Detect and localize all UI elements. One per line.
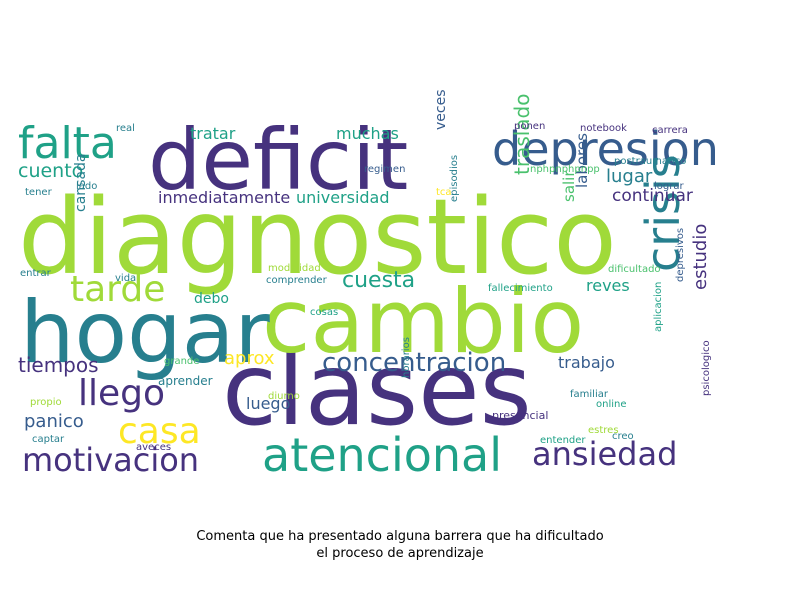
- word-fallecimiento: fallecimiento: [488, 283, 553, 294]
- word-ponen: ponen: [514, 121, 546, 132]
- word-aprox: aprox: [224, 348, 275, 369]
- word-dificultado: dificultado: [608, 264, 661, 275]
- word-veces: veces: [433, 89, 449, 130]
- word-depresion: depresion: [492, 122, 719, 176]
- word-entender: entender: [540, 435, 586, 446]
- word-motivacion: motivacion: [22, 441, 200, 479]
- word-comprender: comprender: [266, 275, 327, 286]
- word-tratar: tratar: [190, 124, 236, 143]
- word-propio: propio: [30, 397, 62, 408]
- word-creo: creo: [612, 431, 634, 442]
- word-modalidad: modalidad: [268, 263, 321, 274]
- word-clases: clases: [222, 331, 532, 448]
- word-ansiedad: ansiedad: [532, 435, 678, 473]
- word-episodios: episodios: [449, 154, 460, 202]
- word-real: real: [116, 123, 135, 134]
- word-cambio: cambio: [262, 270, 585, 373]
- word-tener: tener: [25, 187, 52, 198]
- word-falta: falta: [18, 118, 117, 169]
- word-reves: reves: [586, 276, 630, 295]
- word-carrera: carrera: [652, 125, 688, 136]
- word-lugar: lugar: [606, 166, 653, 187]
- word-continuar: continuar: [612, 186, 693, 206]
- caption-line-2: el proceso de aprendizaje: [316, 546, 484, 561]
- word-atencional: atencional: [262, 428, 503, 482]
- word-salir: salir: [560, 170, 578, 202]
- word-tiempos: tiempos: [18, 353, 99, 377]
- word-luego: luego: [246, 394, 291, 413]
- word-diagnostico: diagnostico: [18, 176, 617, 298]
- word-llego: llego: [78, 373, 166, 414]
- word-estres: estres: [588, 425, 619, 436]
- word-trabajo: trabajo: [558, 353, 615, 372]
- word-online: online: [596, 399, 627, 410]
- word-vida: vida: [115, 273, 137, 284]
- word-familiar: familiar: [570, 389, 608, 400]
- word-aprender: aprender: [158, 374, 213, 388]
- word-hogar: hogar: [20, 283, 270, 383]
- word-entrar: entrar: [20, 268, 51, 279]
- word-tca: tca: [436, 187, 452, 198]
- word-casa: casa: [118, 411, 201, 452]
- caption-line-1: Comenta que ha presentado alguna barrera…: [196, 529, 604, 544]
- word-presencial: presencial: [492, 409, 549, 422]
- word-aveces: aveces: [136, 442, 172, 453]
- word-muchas: muchas: [336, 124, 399, 143]
- word-aplicacion: aplicacion: [653, 281, 664, 332]
- word-panico: panico: [24, 411, 84, 432]
- word-tarde: tarde: [70, 269, 166, 310]
- word-psicologico: psicologico: [701, 340, 712, 396]
- word-diurno: diurno: [268, 391, 300, 402]
- word-notebook: notebook: [580, 123, 627, 134]
- word-deficit: deficit: [148, 111, 409, 209]
- word-universidad: universidad: [296, 188, 390, 207]
- word-lado: lado: [76, 181, 98, 192]
- word-cosas: cosas: [310, 307, 339, 318]
- word-debo: debo: [194, 291, 229, 307]
- word-horarios: horarios: [401, 337, 412, 378]
- word-traslado: traslado: [510, 93, 534, 175]
- word-regimen: regimen: [364, 164, 406, 175]
- word-inmediatamente: inmediatamente: [158, 188, 291, 207]
- word-cuesta: cuesta: [342, 268, 416, 293]
- word-grande: grande: [164, 356, 200, 367]
- word-cuento: cuento: [18, 160, 84, 182]
- word-captar: captar: [32, 434, 65, 445]
- word-postraumatico: postraumatico: [614, 156, 687, 167]
- word-nphpnphpnpp: nphpnphpnpp: [530, 164, 600, 175]
- word-concentracion: concentracion: [322, 348, 507, 378]
- word-depresivos: depresivos: [675, 227, 686, 282]
- word-estudio: estudio: [690, 223, 711, 290]
- word-lograr: lograr: [654, 181, 684, 192]
